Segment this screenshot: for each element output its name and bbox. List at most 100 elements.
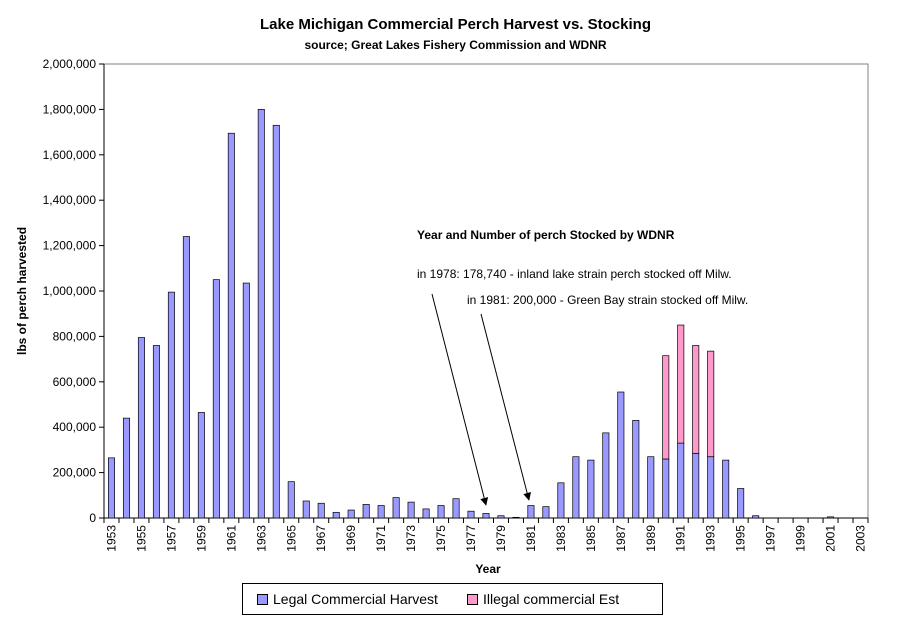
y-tick-label: 400,000 — [53, 420, 97, 434]
bar-legal-1982 — [542, 506, 550, 519]
x-tick-label: 2001 — [824, 525, 838, 552]
bar-legal-1986 — [602, 432, 610, 519]
bar-legal-1973 — [407, 501, 415, 519]
bar-legal-2001 — [827, 516, 835, 519]
bar-legal-1974 — [422, 508, 430, 519]
legend-item-illegal: Illegal commercial Est — [466, 591, 620, 607]
bar-legal-1965 — [287, 481, 295, 519]
bar-legal-1990 — [662, 458, 670, 519]
y-tick-label: 1,800,000 — [43, 102, 97, 116]
x-tick-label: 1999 — [794, 525, 808, 552]
bar-legal-1954 — [122, 417, 130, 519]
bar-illegal-1990 — [662, 355, 670, 460]
x-tick-label: 1983 — [554, 525, 568, 552]
x-tick-label: 1995 — [734, 525, 748, 552]
legend-label-illegal: Illegal commercial Est — [482, 591, 620, 607]
x-tick-label: 1991 — [674, 525, 688, 552]
bar-illegal-1992 — [692, 345, 700, 454]
bar-legal-1996 — [752, 515, 760, 519]
bar-legal-1981 — [527, 505, 535, 519]
legend-swatch-legal — [257, 593, 268, 605]
legend-item-legal: Legal Commercial Harvest — [257, 591, 438, 607]
x-tick-label: 1985 — [584, 525, 598, 552]
bar-legal-1995 — [737, 488, 745, 519]
bar-legal-1994 — [722, 459, 730, 519]
bar-legal-1985 — [587, 459, 595, 519]
x-tick-label: 1959 — [194, 525, 208, 552]
bar-legal-1978 — [482, 513, 490, 519]
bar-legal-1955 — [137, 337, 145, 519]
y-tick-label: 2,000,000 — [43, 57, 97, 71]
y-tick-label: 1,600,000 — [43, 148, 97, 162]
bar-illegal-1991 — [677, 324, 685, 444]
bar-legal-1964 — [272, 124, 280, 519]
annotation-1981: in 1981: 200,000 - Green Bay strain stoc… — [467, 293, 748, 307]
bar-legal-1987 — [617, 391, 625, 519]
bar-illegal-1993 — [707, 350, 715, 458]
x-tick-label: 1993 — [704, 525, 718, 552]
x-tick-label: 1963 — [254, 525, 268, 552]
bar-legal-1975 — [437, 505, 445, 519]
bar-legal-1956 — [152, 345, 160, 519]
x-tick-label: 1965 — [284, 525, 298, 552]
bar-legal-1966 — [302, 500, 310, 519]
bar-legal-1988 — [632, 420, 640, 519]
x-tick-label: 1971 — [374, 525, 388, 552]
arrow-1981 — [480, 313, 532, 501]
bar-legal-1983 — [557, 482, 565, 519]
chart-title: Lake Michigan Commercial Perch Harvest v… — [260, 16, 651, 33]
bar-legal-1957 — [167, 291, 175, 519]
x-tick-label: 1981 — [524, 525, 538, 552]
bar-legal-1991 — [677, 442, 685, 519]
x-tick-label: 2003 — [854, 525, 868, 552]
x-tick-label: 1961 — [224, 525, 238, 552]
x-tick-label: 1957 — [164, 525, 178, 552]
y-tick-label: 800,000 — [53, 329, 97, 343]
x-tick-label: 1975 — [434, 525, 448, 552]
x-tick-label: 1973 — [404, 525, 418, 552]
y-tick-label: 600,000 — [53, 375, 97, 389]
y-tick-label: 1,200,000 — [43, 239, 97, 253]
bar-legal-1979 — [497, 515, 505, 519]
x-tick-label: 1953 — [104, 525, 118, 552]
bar-legal-1960 — [212, 279, 220, 519]
arrow-1978 — [431, 293, 489, 506]
bar-chart: 0 200,000 400,000 600,000 800,000 1,000,000 1,… — [15, 57, 869, 575]
bar-legal-1962 — [242, 282, 250, 519]
y-tick-label: 200,000 — [53, 466, 97, 480]
bar-legal-1961 — [227, 132, 235, 519]
x-tick-label: 1977 — [464, 525, 478, 552]
bar-legal-1969 — [347, 509, 355, 519]
x-axis-title: Year — [475, 562, 501, 575]
y-tick-label: 1,000,000 — [43, 284, 97, 298]
bar-legal-1977 — [467, 510, 475, 519]
bar-legal-1989 — [647, 456, 655, 519]
bar-legal-1970 — [362, 504, 370, 519]
y-tick-label: 0 — [89, 511, 96, 525]
x-tick-label: 1955 — [134, 525, 148, 552]
annotation-heading: Year and Number of perch Stocked by WDNR — [417, 228, 675, 242]
x-tick-label: 1979 — [494, 525, 508, 552]
bar-legal-1958 — [182, 236, 190, 519]
x-tick-label: 1989 — [644, 525, 658, 552]
bar-legal-1993 — [707, 456, 715, 519]
x-tick-label: 1997 — [764, 525, 778, 552]
y-tick-label: 1,400,000 — [43, 193, 97, 207]
bar-legal-1984 — [572, 456, 580, 519]
x-tick-label: 1967 — [314, 525, 328, 552]
bar-legal-1980 — [512, 516, 520, 519]
x-tick-label: 1969 — [344, 525, 358, 552]
bar-legal-1976 — [452, 498, 460, 519]
annotation-1978: in 1978: 178,740 - inland lake strain pe… — [417, 267, 732, 281]
bar-legal-1963 — [257, 109, 265, 519]
legend-swatch-illegal — [466, 593, 478, 605]
bar-legal-1992 — [692, 452, 700, 519]
bar-legal-1953 — [107, 457, 115, 519]
bar-legal-1959 — [197, 412, 205, 519]
bar-legal-1968 — [332, 511, 340, 519]
y-axis-title: lbs of perch harvested — [15, 227, 29, 355]
bar-legal-1971 — [377, 505, 385, 519]
bar-legal-1972 — [392, 497, 400, 519]
x-tick-label: 1987 — [614, 525, 628, 552]
bar-legal-1967 — [317, 502, 325, 519]
